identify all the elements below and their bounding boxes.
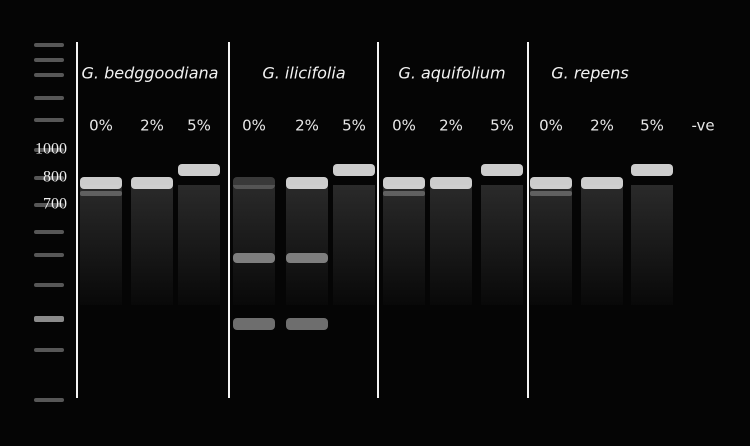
marker-label: 700 [43, 196, 67, 213]
band [581, 177, 623, 189]
band [286, 253, 328, 263]
lane-label: 5% [640, 117, 664, 135]
ladder-band [34, 96, 64, 100]
lane-label: 5% [490, 117, 514, 135]
band [430, 177, 472, 189]
ladder-band [34, 43, 64, 47]
band [80, 177, 122, 189]
ladder-band [34, 348, 64, 352]
smear [581, 185, 623, 305]
smear [481, 185, 523, 305]
band [178, 164, 220, 176]
band [383, 191, 425, 196]
ladder-band [34, 73, 64, 77]
group-name: G. bedggoodiana [82, 64, 219, 83]
band [530, 191, 572, 196]
smear [233, 185, 275, 305]
lane-label: 2% [439, 117, 463, 135]
band [233, 253, 275, 263]
smear [383, 185, 425, 305]
ladder-band [34, 230, 64, 234]
smear [80, 185, 122, 305]
lane-label: 5% [342, 117, 366, 135]
ladder-band [34, 176, 64, 180]
smear [286, 185, 328, 305]
ladder-band [34, 203, 64, 207]
smear [530, 185, 572, 305]
marker-label: 800 [43, 169, 67, 186]
band [481, 164, 523, 176]
smear [631, 185, 673, 305]
band [333, 164, 375, 176]
band [383, 177, 425, 189]
band [233, 318, 275, 330]
ladder-band [34, 398, 64, 402]
lane-label: 0% [242, 117, 266, 135]
ladder-band [34, 58, 64, 62]
band [80, 191, 122, 196]
band [131, 177, 173, 189]
group-name: G. repens [551, 64, 628, 83]
labels: G. bedggoodiana 0% 2% 5% G. ilicifolia 0% 2% 5%… [35, 64, 715, 213]
smear [131, 185, 173, 305]
smear [333, 185, 375, 305]
ladder-band [34, 118, 64, 122]
dividers [76, 42, 529, 398]
lane-label: 0% [89, 117, 113, 135]
ladder-band [34, 316, 64, 322]
lane-label: 2% [140, 117, 164, 135]
smear [178, 185, 220, 305]
marker-label: 1000 [35, 141, 67, 158]
ladder-band [34, 148, 64, 152]
group-name: G. aquifolium [398, 64, 505, 83]
lane-label: 0% [392, 117, 416, 135]
lane-label: 5% [187, 117, 211, 135]
band [286, 177, 328, 189]
lane-label: 0% [539, 117, 563, 135]
smear [430, 185, 472, 305]
band [530, 177, 572, 189]
ladder-band [34, 283, 64, 287]
group-name: G. ilicifolia [262, 64, 345, 83]
negative-label: -ve [691, 117, 714, 135]
ladder [34, 43, 64, 402]
bands [80, 164, 673, 330]
lane-label: 2% [590, 117, 614, 135]
ladder-band [34, 253, 64, 257]
lane-label: 2% [295, 117, 319, 135]
band [233, 177, 275, 189]
band [286, 318, 328, 330]
band [631, 164, 673, 176]
